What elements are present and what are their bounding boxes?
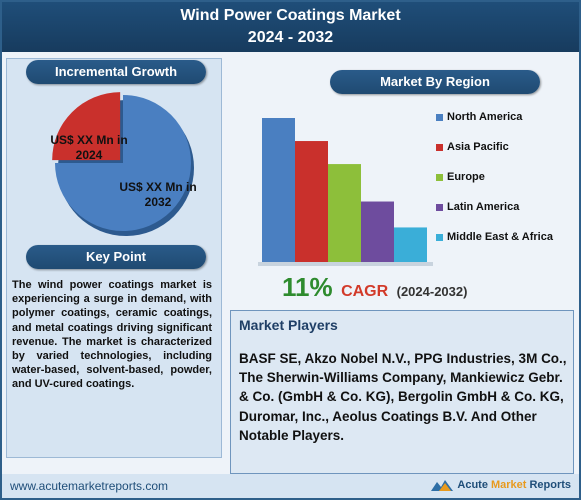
legend-swatch — [436, 233, 443, 241]
brand-part1: Acute — [457, 479, 488, 491]
cagr-period: (2024-2032) — [396, 284, 468, 299]
legend-swatch — [436, 173, 443, 181]
pie-svg — [52, 92, 194, 236]
legend-item: Europe — [436, 170, 485, 184]
pie-slice-2032 — [55, 95, 191, 231]
key-point-heading: Key Point — [26, 245, 206, 269]
brand-part3: Reports — [529, 479, 571, 491]
legend-label: Asia Pacific — [447, 141, 509, 153]
page-title: Wind Power Coatings Market — [180, 7, 401, 24]
page-header: Wind Power Coatings Market 2024 - 2032 — [2, 2, 579, 52]
legend-label: Middle East & Africa — [447, 231, 553, 243]
legend-item: Latin America — [436, 200, 519, 214]
legend-label: Europe — [447, 171, 485, 183]
legend-swatch — [436, 203, 443, 211]
page-subtitle: 2024 - 2032 — [247, 29, 334, 46]
cagr-value: 11% — [282, 272, 333, 302]
key-point-text: The wind power coatings market is experi… — [12, 279, 212, 391]
legend-swatch — [436, 113, 443, 121]
legend-item: Asia Pacific — [436, 140, 509, 154]
footer-url[interactable]: www.acutemarketreports.com — [10, 479, 169, 493]
brand-logo-icon — [431, 480, 454, 491]
legend-swatch — [436, 143, 443, 151]
footer-brand: Acute Market Reports — [431, 479, 571, 491]
legend-label: North America — [447, 111, 523, 123]
market-players-box: Market Players BASF SE, Akzo Nobel N.V.,… — [230, 310, 574, 474]
pie-label-2024: US$ XX Mn in 2024 — [50, 133, 128, 162]
legend-item: Middle East & Africa — [436, 230, 553, 244]
brand-part2: Market — [490, 479, 527, 491]
pie-slice-2024 — [52, 92, 121, 161]
footer: www.acutemarketreports.com Acute Market … — [2, 474, 579, 498]
cagr-block: 11% CAGR (2024-2032) — [282, 272, 572, 303]
legend-item: North America — [436, 110, 522, 124]
incremental-growth-pie — [48, 86, 198, 236]
market-players-text: BASF SE, Akzo Nobel N.V., PPG Industries… — [239, 351, 567, 443]
incremental-growth-heading: Incremental Growth — [26, 60, 206, 84]
pie-label-2032: US$ XX Mn in 2032 — [119, 180, 197, 209]
legend-label: Latin America — [447, 201, 520, 213]
market-players-heading: Market Players — [239, 317, 338, 333]
cagr-label: CAGR — [341, 283, 389, 300]
market-by-region-heading: Market By Region — [330, 70, 540, 94]
